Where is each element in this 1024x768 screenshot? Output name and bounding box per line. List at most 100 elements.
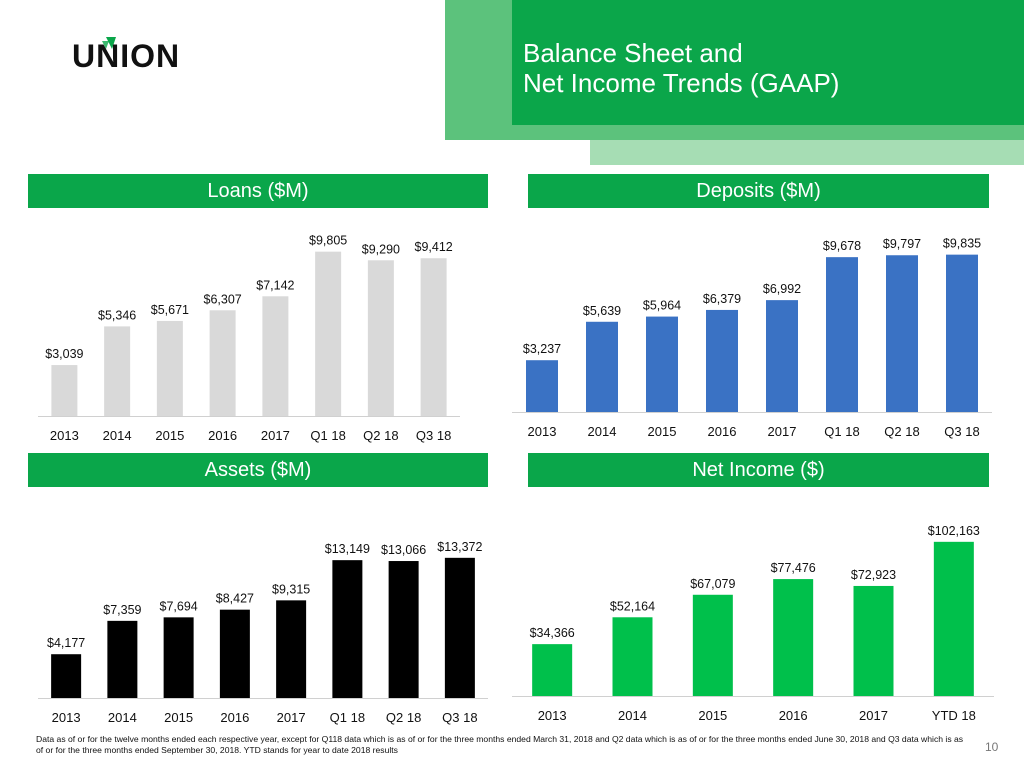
assets-tick-label-6: Q2 18 bbox=[386, 710, 421, 725]
assets-tick-label-3: 2016 bbox=[220, 710, 249, 725]
netincome-data-label-5: $102,163 bbox=[928, 524, 980, 538]
deposits-data-label-0: $3,237 bbox=[523, 342, 561, 356]
netincome-chart: $34,366 2013 $52,164 2014 $67,079 2015 $77,476… bbox=[508, 500, 998, 730]
assets-bar-7 bbox=[444, 557, 475, 698]
loans-tick-label-5: Q1 18 bbox=[310, 428, 345, 443]
deposits-tick-label-1: 2014 bbox=[588, 424, 617, 439]
assets-tick-label-2: 2015 bbox=[164, 710, 193, 725]
loans-bar-3 bbox=[209, 310, 236, 416]
page-title-line1: Balance Sheet and bbox=[523, 38, 743, 68]
deposits-data-label-4: $6,992 bbox=[763, 282, 801, 296]
netincome-tick-label-3: 2016 bbox=[779, 708, 808, 723]
deposits-data-label-3: $6,379 bbox=[703, 292, 741, 306]
page-title-line2: Net Income Trends (GAAP) bbox=[523, 68, 840, 98]
deposits-bar-3 bbox=[706, 309, 738, 412]
deposits-bar-4 bbox=[766, 300, 798, 412]
loans-tick-label-0: 2013 bbox=[50, 428, 79, 443]
loans-data-label-0: $3,039 bbox=[45, 347, 83, 361]
loans-panel-header: Loans ($M) bbox=[28, 174, 488, 208]
deposits-tick-label-6: Q2 18 bbox=[884, 424, 919, 439]
assets-data-label-7: $13,372 bbox=[437, 540, 482, 554]
loans-bar-7 bbox=[420, 258, 447, 416]
deposits-chart-svg: $3,237 2013 $5,639 2014 $5,964 2015 $6,379 2016… bbox=[512, 237, 992, 439]
loans-data-label-5: $9,805 bbox=[309, 234, 347, 248]
assets-tick-label-0: 2013 bbox=[52, 710, 81, 725]
assets-bar-1 bbox=[107, 620, 138, 698]
loans-bar-6 bbox=[367, 260, 394, 416]
assets-data-label-2: $7,694 bbox=[160, 599, 198, 613]
deposits-tick-label-3: 2016 bbox=[708, 424, 737, 439]
page-title: Balance Sheet and Net Income Trends (GAA… bbox=[523, 38, 839, 98]
loans-bar-2 bbox=[156, 320, 183, 416]
loans-bar-4 bbox=[262, 296, 289, 416]
netincome-bar-3 bbox=[773, 579, 814, 696]
netincome-data-label-4: $72,923 bbox=[851, 568, 896, 582]
assets-chart-svg: $4,177 2013 $7,359 2014 $7,694 2015 $8,427 2016… bbox=[38, 540, 488, 725]
netincome-bar-5 bbox=[933, 541, 974, 696]
loans-chart-svg: $3,039 2013 $5,346 2014 $5,671 2015 $6,307 2016… bbox=[38, 234, 460, 443]
netincome-data-label-0: $34,366 bbox=[530, 626, 575, 640]
assets-chart: $4,177 2013 $7,359 2014 $7,694 2015 $8,427 2016… bbox=[28, 522, 488, 730]
deposits-data-label-7: $9,835 bbox=[943, 237, 981, 251]
loans-bar-1 bbox=[104, 326, 131, 416]
loans-data-label-7: $9,412 bbox=[415, 240, 453, 254]
loans-data-label-3: $6,307 bbox=[204, 292, 242, 306]
assets-bar-3 bbox=[219, 609, 250, 698]
loans-bar-5 bbox=[315, 251, 342, 416]
assets-bar-0 bbox=[51, 654, 82, 698]
deposits-data-label-5: $9,678 bbox=[823, 239, 861, 253]
loans-tick-label-7: Q3 18 bbox=[416, 428, 451, 443]
loans-tick-label-4: 2017 bbox=[261, 428, 290, 443]
deposits-data-label-2: $5,964 bbox=[643, 299, 681, 313]
deposits-data-label-6: $9,797 bbox=[883, 237, 921, 251]
deposits-bar-7 bbox=[946, 254, 978, 412]
netincome-data-label-2: $67,079 bbox=[690, 577, 735, 591]
netincome-chart-svg: $34,366 2013 $52,164 2014 $67,079 2015 $77,476… bbox=[512, 524, 994, 723]
title-banner bbox=[512, 0, 1024, 125]
assets-panel-header: Assets ($M) bbox=[28, 453, 488, 487]
logo-band bbox=[0, 0, 445, 125]
loans-tick-label-3: 2016 bbox=[208, 428, 237, 443]
loans-chart: $3,039 2013 $5,346 2014 $5,671 2015 $6,307 2016… bbox=[28, 210, 488, 446]
deposits-bar-1 bbox=[586, 321, 618, 412]
deposits-bar-6 bbox=[886, 255, 918, 412]
assets-data-label-0: $4,177 bbox=[47, 636, 85, 650]
assets-tick-label-4: 2017 bbox=[277, 710, 306, 725]
netincome-bar-2 bbox=[692, 594, 733, 696]
page-number: 10 bbox=[985, 740, 999, 754]
assets-data-label-4: $9,315 bbox=[272, 582, 310, 596]
deposits-chart: $3,237 2013 $5,639 2014 $5,964 2015 $6,379 2016… bbox=[508, 210, 998, 446]
assets-data-label-3: $8,427 bbox=[216, 592, 254, 606]
deposits-tick-label-7: Q3 18 bbox=[944, 424, 979, 439]
assets-bar-5 bbox=[332, 560, 363, 698]
deposits-tick-label-2: 2015 bbox=[648, 424, 677, 439]
deposits-panel-header: Deposits ($M) bbox=[528, 174, 989, 208]
loans-data-label-6: $9,290 bbox=[362, 242, 400, 256]
netincome-bar-1 bbox=[612, 617, 653, 696]
netincome-bar-0 bbox=[532, 644, 573, 696]
netincome-tick-label-4: 2017 bbox=[859, 708, 888, 723]
union-logo-icon bbox=[102, 37, 116, 49]
loans-tick-label-6: Q2 18 bbox=[363, 428, 398, 443]
assets-tick-label-7: Q3 18 bbox=[442, 710, 477, 725]
netincome-tick-label-0: 2013 bbox=[538, 708, 567, 723]
assets-data-label-1: $7,359 bbox=[103, 603, 141, 617]
assets-bar-4 bbox=[276, 600, 307, 698]
netincome-tick-label-2: 2015 bbox=[698, 708, 727, 723]
deposits-bar-2 bbox=[646, 316, 678, 412]
deposits-bar-0 bbox=[526, 360, 558, 412]
loans-bar-0 bbox=[51, 365, 78, 416]
logo-text: UNION bbox=[72, 38, 181, 74]
loans-data-label-1: $5,346 bbox=[98, 308, 136, 322]
deposits-bar-5 bbox=[826, 257, 858, 412]
netincome-tick-label-1: 2014 bbox=[618, 708, 647, 723]
footnote: Data as of or for the twelve months ende… bbox=[36, 734, 964, 755]
assets-data-label-6: $13,066 bbox=[381, 543, 426, 557]
loans-tick-label-2: 2015 bbox=[155, 428, 184, 443]
netincome-data-label-1: $52,164 bbox=[610, 599, 655, 613]
deposits-tick-label-5: Q1 18 bbox=[824, 424, 859, 439]
assets-tick-label-5: Q1 18 bbox=[330, 710, 365, 725]
netincome-tick-label-5: YTD 18 bbox=[932, 708, 976, 723]
loans-data-label-4: $7,142 bbox=[256, 278, 294, 292]
deposits-data-label-1: $5,639 bbox=[583, 304, 621, 318]
